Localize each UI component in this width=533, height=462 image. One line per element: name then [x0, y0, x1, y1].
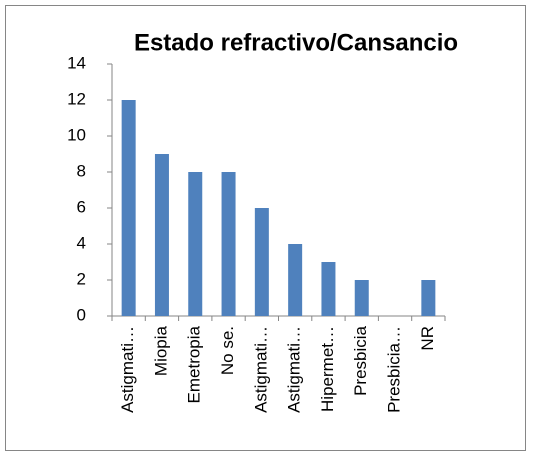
x-tick-label: Hipermet… [318, 326, 337, 412]
bar [254, 208, 269, 316]
x-tick-label: NR [418, 326, 437, 351]
y-tick-label: 4 [77, 233, 86, 252]
bar [288, 244, 303, 316]
bar [221, 172, 236, 316]
bar [354, 280, 369, 316]
y-tick-label: 6 [77, 197, 86, 216]
x-tick-label: Miopia [151, 325, 170, 376]
y-tick-label: 10 [67, 125, 86, 144]
bar [321, 262, 336, 316]
bar [188, 172, 203, 316]
y-tick-label: 14 [67, 53, 86, 72]
x-tick-label: No se. [218, 326, 237, 375]
bar [121, 100, 136, 316]
x-tick-label: Presbicia… [385, 326, 404, 413]
x-tick-label: Astigmati… [118, 326, 137, 413]
y-tick-label: 0 [77, 305, 86, 324]
chart-title: Estado refractivo/Cansancio [134, 29, 458, 56]
bar [421, 280, 436, 316]
x-tick-label: Astigmati… [251, 326, 270, 413]
y-tick-label: 2 [77, 269, 86, 288]
y-tick-label: 12 [67, 89, 86, 108]
x-tick-label: Astigmati… [285, 326, 304, 413]
y-tick-label: 8 [77, 161, 86, 180]
bar [154, 154, 169, 316]
x-tick-label: Emetropia [185, 325, 204, 403]
x-tick-label: Presbicia [351, 325, 370, 395]
